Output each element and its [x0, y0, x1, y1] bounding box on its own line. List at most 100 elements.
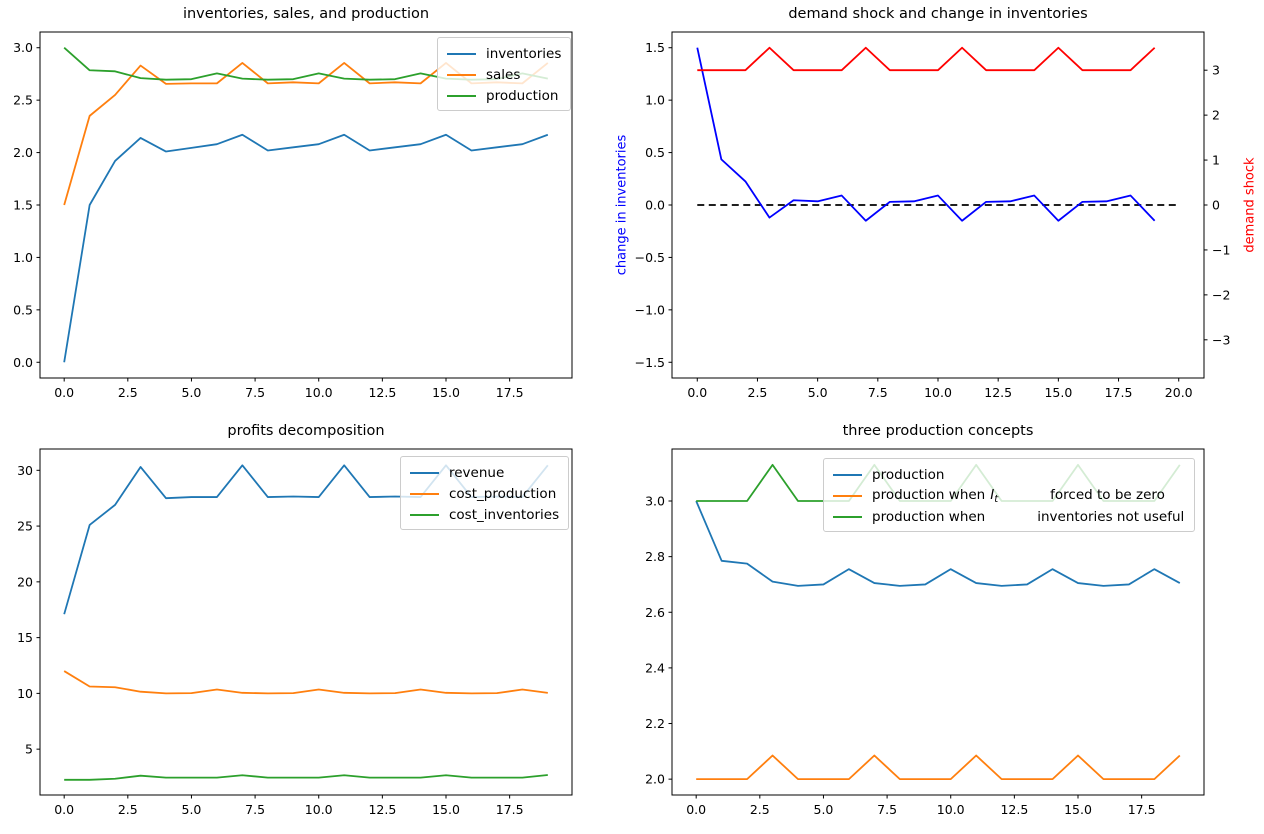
legend-label: sales: [486, 67, 520, 83]
plot-canvas-profits-decomposition: 0.0 2.5 5.0 7.5 10.0 12.5 15.0 17.5 5 10 15 20 25 30: [17, 448, 573, 817]
x-tick-label: 0.0: [54, 385, 74, 400]
right-y-tick-label: −2: [1212, 287, 1230, 302]
y-tick-label: 3.0: [13, 40, 33, 55]
series-line-change-in-inventories: [696, 47, 1156, 222]
x-tick-label: 7.5: [245, 385, 265, 400]
series-line-cost_inventories: [64, 774, 548, 781]
x-tick-label: 2.5: [750, 802, 770, 817]
y-tick-label: 2.5: [13, 93, 33, 108]
x-tick-label: 0.0: [687, 385, 707, 400]
series-line-production-when-It-forced-to-be-zero: [696, 754, 1181, 781]
legend-label-part: production: [486, 87, 559, 104]
y-tick-label: 2.2: [645, 716, 665, 731]
x-tick-label: 15.0: [432, 802, 460, 817]
y-tick-label: 2.0: [13, 145, 33, 160]
legend-line-swatch: [410, 471, 439, 474]
plot-canvas-demand-shock-and-change-in-inventories: 0.0 2.5 5.0 7.5 10.0 12.5 15.0 17.5 20.01.51.00.…: [635, 31, 1230, 400]
legend-label-part: production when: [872, 508, 986, 525]
legend-label: cost_inventories: [449, 507, 559, 523]
plot-title: demand shock and change in inventories: [788, 6, 1088, 22]
right-y-tick-label: 0: [1212, 198, 1220, 213]
legend-label-part: cost_inventories: [449, 506, 560, 523]
y-tick-label: 25: [17, 519, 33, 534]
y-tick-label: 0.0: [645, 198, 665, 213]
x-tick-label: 7.5: [868, 385, 888, 400]
subplot-demand-shock-change-in-inventories: 0.0 2.5 5.0 7.5 10.0 12.5 15.0 17.5 20.0 1.5 1.0 0.…: [615, 0, 1264, 417]
x-tick-label: 15.0: [1044, 385, 1072, 400]
x-tick-label: 10.0: [937, 802, 965, 817]
right-y-tick-label: 3: [1212, 63, 1220, 78]
x-tick-label: 2.5: [748, 385, 768, 400]
legend-line-swatch: [447, 73, 476, 76]
axes-frame: [39, 448, 573, 796]
x-tick-label: 10.0: [305, 385, 333, 400]
y-tick-label: 1.5: [13, 198, 33, 213]
legend-label: production: [872, 467, 945, 483]
y-tick-label: 1.0: [13, 250, 33, 265]
y-tick-label: 5: [25, 742, 33, 757]
legend-label-part: forced to be zero: [1050, 486, 1165, 503]
legend-item: production when inventories not useful: [833, 506, 1185, 527]
x-tick-label: 5.0: [182, 385, 202, 400]
y-tick-label: 1.5: [645, 40, 665, 55]
legend-label-part: revenue: [449, 464, 505, 481]
x-tick-label: 5.0: [182, 802, 202, 817]
x-tick-label: 5.0: [814, 802, 834, 817]
x-tick-label: 10.0: [924, 385, 952, 400]
legend-item: sales: [447, 64, 561, 85]
y-tick-label: 20: [17, 574, 33, 589]
x-tick-label: 0.0: [686, 802, 706, 817]
y-tick-label: −0.5: [635, 250, 665, 265]
series-line-demand-shock: [697, 46, 1156, 72]
plot-canvas-three-production-concepts: 0.0 2.5 5.0 7.5 10.0 12.5 15.0 17.5 2.0 2.2 2.4 2.6…: [645, 448, 1205, 817]
legend-label: production: [486, 88, 559, 104]
x-tick-label: 17.5: [496, 385, 524, 400]
x-tick-label: 12.5: [368, 385, 396, 400]
y-tick-label: 30: [17, 463, 33, 478]
legend-label: inventories: [486, 46, 561, 62]
x-tick-label: 7.5: [877, 802, 897, 817]
plot-canvas-inventories-sales-production: 0.0 2.5 5.0 7.5 10.0 12.5 15.0 17.5 0.0 0.5 1.0 1.5…: [13, 31, 573, 400]
legend-line-swatch: [410, 513, 439, 516]
x-tick-label: 20.0: [1165, 385, 1193, 400]
left-y-axis-label: change in inventories: [614, 134, 630, 276]
legend-label: revenue: [449, 465, 504, 481]
legend-label-part: t: [994, 493, 999, 505]
y-tick-label: 2.4: [645, 660, 665, 675]
series-line-production: [695, 500, 1181, 587]
x-tick-label: 12.5: [984, 385, 1012, 400]
legend-label-part: I: [990, 486, 995, 503]
legend-line-swatch: [833, 494, 862, 497]
x-tick-label: 5.0: [808, 385, 828, 400]
subplot-three-production-concepts: 0.0 2.5 5.0 7.5 10.0 12.5 15.0 17.5 2.0 2.2 2.4 2.6…: [632, 417, 1264, 834]
legend-label: production when inventories not useful: [872, 509, 1184, 525]
series-line-cost_production: [63, 670, 548, 695]
legend-label-part: inventories not useful: [1037, 508, 1185, 525]
legend: production production when It forced to be …: [823, 458, 1195, 532]
legend-item: cost_inventories: [410, 504, 559, 525]
y-tick-label: 0.5: [13, 302, 33, 317]
x-tick-label: 17.5: [496, 802, 524, 817]
legend-label-part: production: [872, 466, 945, 483]
subplot-inventories-sales-production: 0.0 2.5 5.0 7.5 10.0 12.5 15.0 17.5 0.0 0.5 1.0 1.5…: [0, 0, 632, 417]
right-y-axis-label: demand shock: [1242, 157, 1258, 253]
legend-line-swatch: [447, 52, 476, 55]
right-y-tick-label: 2: [1212, 108, 1220, 123]
legend-item: production when It forced to be zero: [833, 485, 1185, 506]
legend: revenue cost_production cost_inventories: [400, 456, 570, 530]
y-tick-label: 10: [17, 686, 33, 701]
y-tick-label: −1.5: [635, 355, 665, 370]
y-tick-label: 2.6: [645, 605, 665, 620]
x-tick-label: 15.0: [432, 385, 460, 400]
y-tick-label: 2.0: [645, 772, 665, 787]
legend-label-part: cost_production: [449, 485, 557, 502]
x-tick-label: 12.5: [368, 802, 396, 817]
x-tick-label: 2.5: [118, 802, 138, 817]
y-tick-label: 15: [17, 630, 33, 645]
legend-item: revenue: [410, 462, 559, 483]
x-tick-label: 7.5: [245, 802, 265, 817]
y-tick-label: −1.0: [635, 302, 665, 317]
legend-line-swatch: [447, 94, 476, 97]
plot-title: three production concepts: [842, 423, 1034, 439]
